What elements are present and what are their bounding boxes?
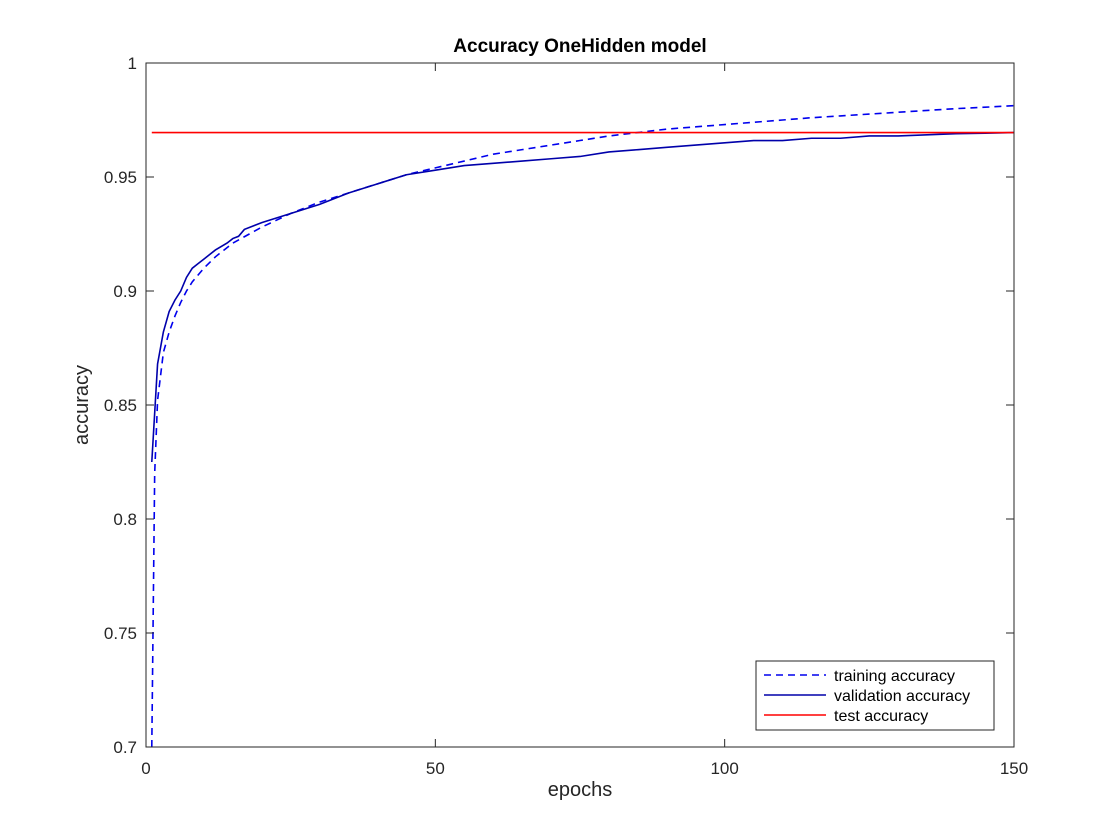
x-tick-label: 150: [1000, 759, 1028, 778]
y-tick-label: 0.75: [104, 624, 137, 643]
y-tick-label: 0.8: [113, 510, 137, 529]
y-tick-label: 0.7: [113, 738, 137, 757]
series-layer: [150, 104, 1015, 748]
chart-title: Accuracy OneHidden model: [453, 36, 706, 57]
legend-label: test accuracy: [834, 708, 928, 725]
legend: training accuracy validation accuracy test…: [755, 660, 995, 731]
plot-area: [146, 63, 1014, 747]
y-tick-label: 1: [128, 54, 137, 73]
legend-label: validation accuracy: [834, 688, 970, 705]
x-tick-label: 50: [426, 759, 445, 778]
x-axis-label: epochs: [548, 779, 613, 801]
series-line-validation-accuracy: [150, 131, 1015, 463]
y-tick-label: 0.85: [104, 396, 137, 415]
x-tick-label: 0: [141, 759, 150, 778]
y-tick-label: 0.95: [104, 168, 137, 187]
x-tick-label: 100: [710, 759, 738, 778]
series-line-training-accuracy: [150, 104, 1015, 748]
ticks-layer: 0 50 100 150 0.7 0.75 0.8 0.85 0.9 0.95 1: [104, 54, 1028, 778]
y-tick-label: 0.9: [113, 282, 137, 301]
y-axis-label: accuracy: [71, 365, 93, 445]
legend-label: training accuracy: [834, 668, 955, 685]
